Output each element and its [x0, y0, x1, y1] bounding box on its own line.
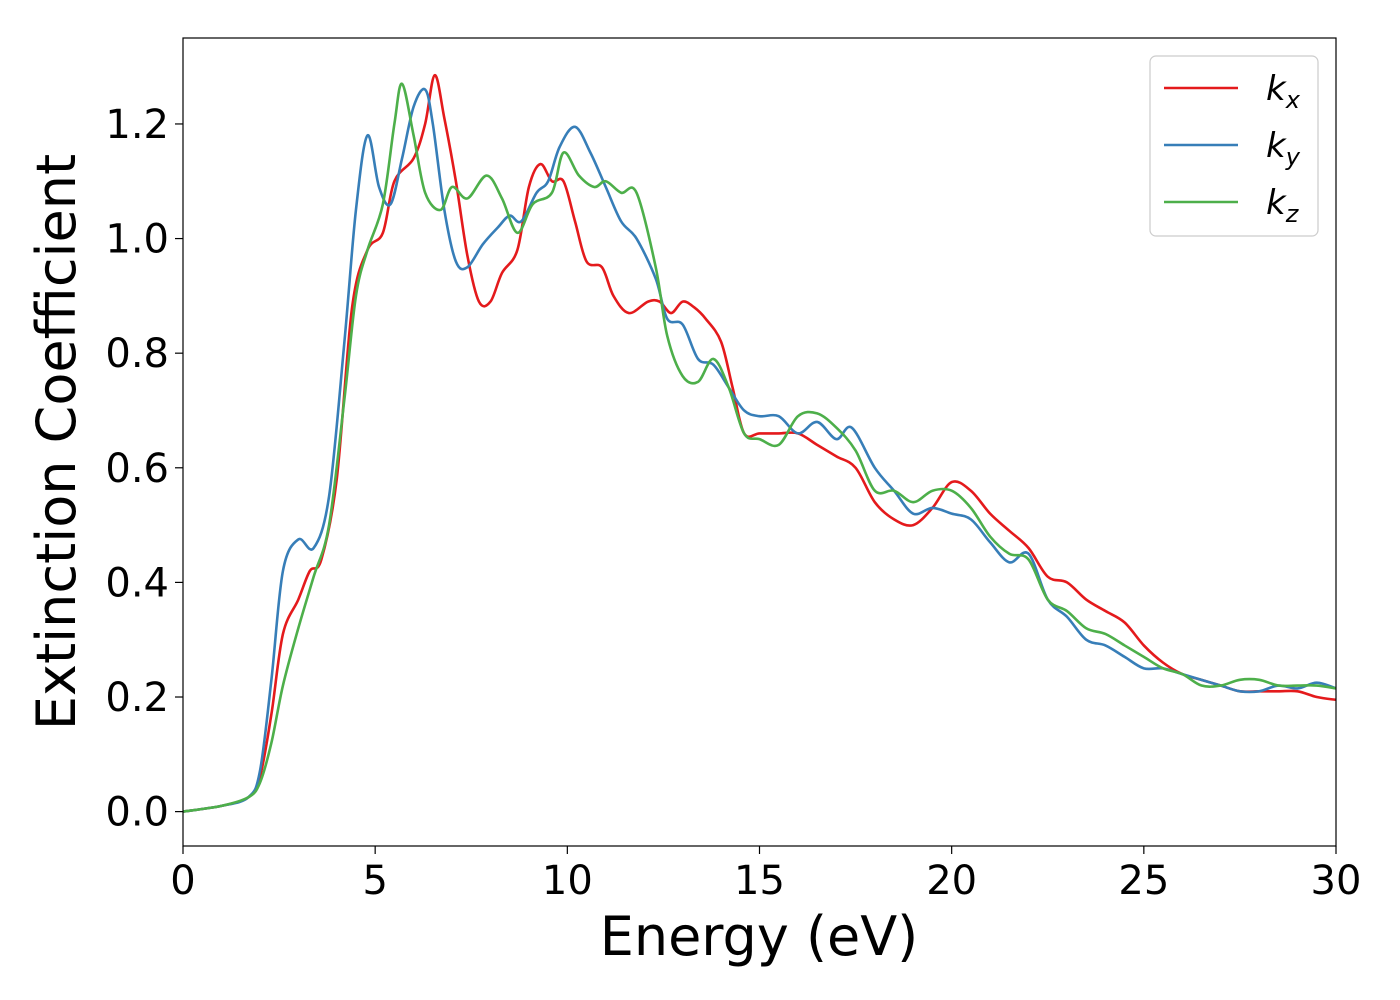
series-layer	[182, 73, 1337, 813]
y-tick-label: 1.0	[105, 217, 169, 263]
x-axis-title: Energy (eV)	[600, 905, 919, 968]
y-axis-title: Extinction Coefficient	[25, 154, 88, 730]
y-tick-label: 0.4	[105, 560, 169, 606]
x-tick-label: 10	[542, 858, 593, 904]
legend-label-subscript: z	[1285, 200, 1300, 228]
y-tick-label: 0.8	[105, 331, 169, 377]
x-axis: 0 5 10 15 20 25 30	[170, 846, 1361, 904]
x-tick-label: 30	[1311, 858, 1362, 904]
x-tick-label: 5	[362, 858, 387, 904]
y-tick-label: 0.0	[105, 790, 169, 836]
series-line-kz	[182, 82, 1337, 813]
legend-label-subscript: x	[1285, 86, 1301, 114]
legend-label-subscript: y	[1285, 143, 1301, 171]
x-tick-label: 0	[170, 858, 195, 904]
x-tick-label: 15	[734, 858, 785, 904]
y-tick-label: 1.2	[105, 102, 169, 148]
y-tick-label: 0.2	[105, 675, 169, 721]
series-line-ky	[182, 87, 1337, 813]
y-tick-label: 0.6	[105, 446, 169, 492]
x-tick-label: 20	[926, 858, 977, 904]
x-tick-label: 25	[1118, 858, 1169, 904]
y-axis: 0.0 0.2 0.4 0.6 0.8 1.0 1.2	[105, 102, 183, 836]
